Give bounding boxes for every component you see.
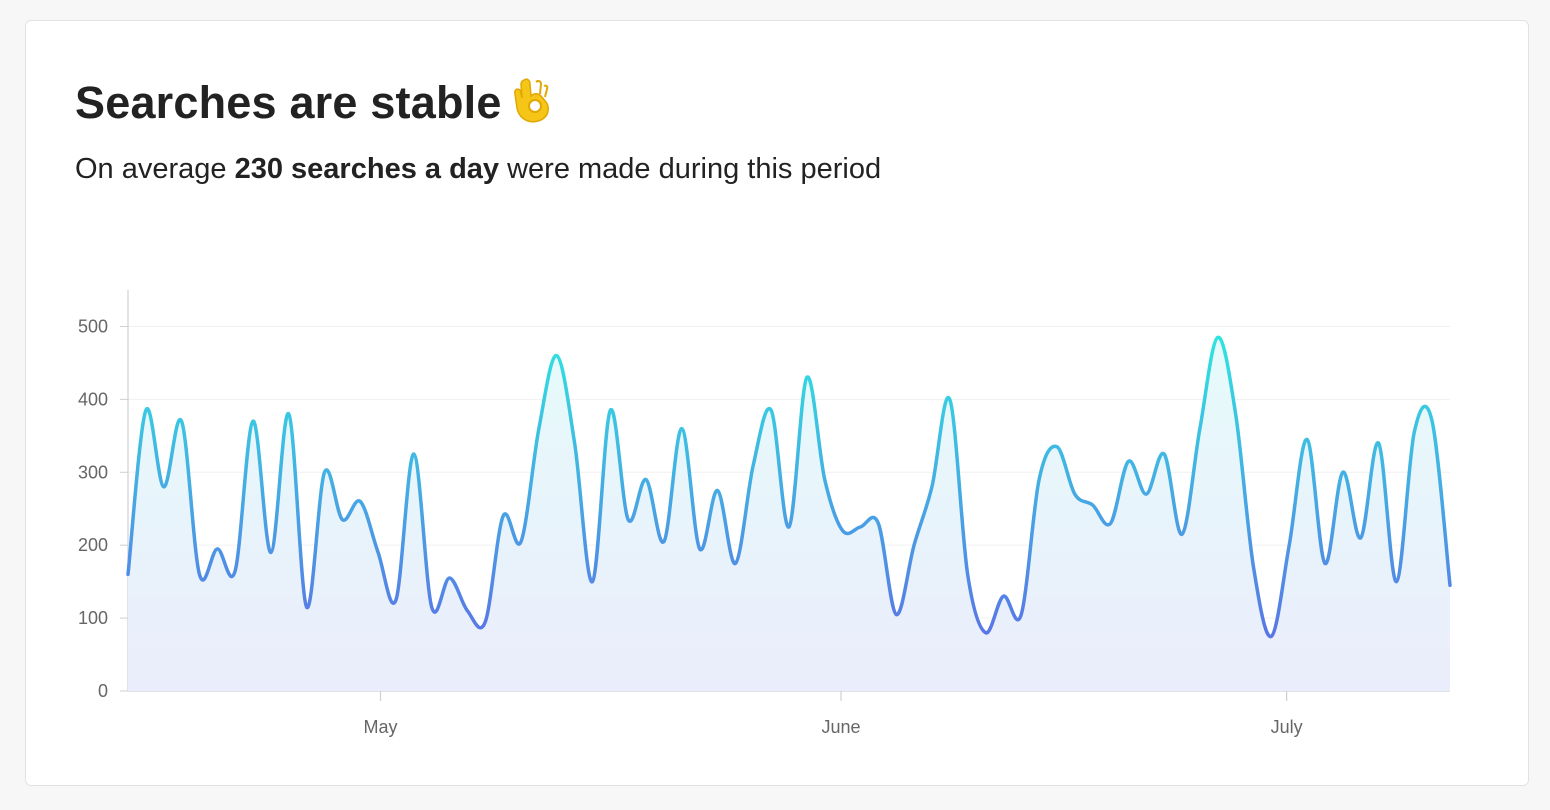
y-tick-label-500: 500 <box>78 316 108 336</box>
x-tick-label-june: June <box>821 717 860 737</box>
y-tick-label-100: 100 <box>78 608 108 628</box>
subtitle-prefix: On average <box>75 153 235 185</box>
y-tick-label-300: 300 <box>78 462 108 482</box>
ok-hand-icon <box>510 76 554 137</box>
y-tick-label-200: 200 <box>78 535 108 555</box>
y-axis: 0 100 200 300 400 500 <box>78 290 129 701</box>
x-axis: May June July <box>128 690 1450 737</box>
y-tick-label-0: 0 <box>98 681 108 701</box>
series-area <box>128 337 1450 691</box>
y-tick-label-400: 400 <box>78 389 108 409</box>
subtitle-average: 230 searches a day <box>234 153 500 185</box>
series-line <box>126 335 1452 639</box>
x-tick-label-may: May <box>364 717 398 737</box>
card-title: Searches are stable <box>75 75 554 137</box>
card-title-text: Searches are stable <box>75 77 502 128</box>
card-subtitle: On average 230 searches a day were made … <box>75 149 881 189</box>
x-tick-label-july: July <box>1271 717 1303 737</box>
subtitle-suffix: were made during this period <box>499 153 882 185</box>
